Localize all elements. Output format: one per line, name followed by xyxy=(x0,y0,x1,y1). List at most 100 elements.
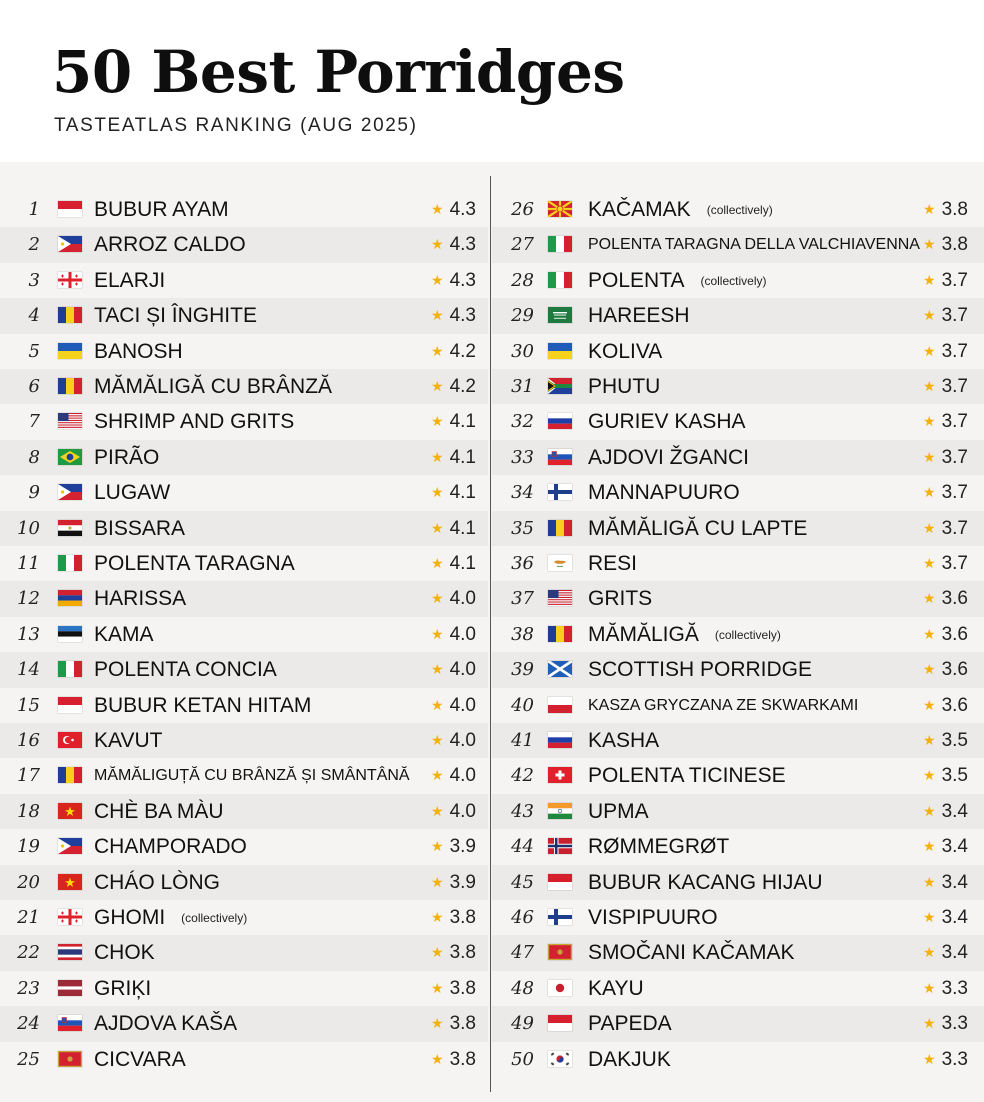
ranking-row: 34 MANNAPUURO ★ 3.7 xyxy=(492,475,984,511)
ranking-row: 46 VISPIPUURO ★ 3.4 xyxy=(492,900,984,936)
ranking-row: 7 SHRIMP AND GRITS ★ 4.1 xyxy=(0,404,488,440)
montenegro-flag-icon xyxy=(548,944,572,961)
rating: ★ 3.6 xyxy=(923,581,968,616)
romania-flag-icon xyxy=(58,378,82,394)
dish-name-text: ELARJI xyxy=(94,268,166,292)
dish-name-text: RESI xyxy=(588,552,638,575)
ranking-row: 47 SMOČANI KAČAMAK ★ 3.4 xyxy=(492,935,984,971)
rating-value: 3.8 xyxy=(941,199,968,220)
rank-number: 10 xyxy=(17,517,40,539)
rating-value: 4.0 xyxy=(449,765,476,787)
ranking-row: 9 LUGAW ★ 4.1 xyxy=(0,475,488,511)
star-icon: ★ xyxy=(431,802,444,819)
star-icon: ★ xyxy=(923,696,936,713)
rating-value: 3.7 xyxy=(941,305,968,327)
dish-name: GURIEV KASHA xyxy=(588,404,746,439)
rating-value: 3.4 xyxy=(941,907,968,928)
rating: ★ 4.0 xyxy=(431,617,476,652)
rating: ★ 4.1 xyxy=(431,546,476,581)
dish-name: BUBUR KACANG HIJAU xyxy=(588,865,823,900)
star-icon: ★ xyxy=(431,661,444,678)
rating: ★ 3.7 xyxy=(923,440,968,475)
star-icon: ★ xyxy=(431,767,444,784)
dish-name-text: BANOSH xyxy=(94,339,183,363)
dish-name: HAREESH xyxy=(588,298,690,333)
rating: ★ 3.5 xyxy=(923,758,968,793)
star-icon: ★ xyxy=(923,625,936,642)
slovenia-flag-icon xyxy=(548,448,572,465)
rank-number: 40 xyxy=(511,694,534,716)
rating: ★ 4.1 xyxy=(431,475,476,510)
dish-name: BANOSH xyxy=(94,334,183,369)
dish-name: BISSARA xyxy=(94,511,185,546)
rating: ★ 3.3 xyxy=(923,971,968,1006)
rank-number: 34 xyxy=(511,482,534,504)
rating: ★ 3.7 xyxy=(923,334,968,369)
estonia-flag-icon xyxy=(58,625,82,642)
norway-flag-icon xyxy=(548,838,572,855)
star-icon: ★ xyxy=(431,413,444,430)
star-icon: ★ xyxy=(431,873,444,890)
rating: ★ 3.9 xyxy=(431,865,476,900)
rating: ★ 3.4 xyxy=(923,794,968,829)
dish-name: KAČAMAK (collectively) xyxy=(588,192,773,227)
dish-name-text: KASZA GRYCZANA ZE SKWARKAMI xyxy=(588,696,859,714)
saudi-arabia-flag-icon xyxy=(548,307,572,324)
ranking-row: 11 POLENTA TARAGNA ★ 4.1 xyxy=(0,546,488,582)
ranking-row: 39 SCOTTISH PORRIDGE ★ 3.6 xyxy=(492,652,984,688)
ranking-row: 28 POLENTA (collectively) ★ 3.7 xyxy=(492,262,984,299)
ranking-row: 49 PAPEDA ★ 3.3 xyxy=(492,1006,984,1042)
dish-name-text: CHOK xyxy=(94,941,155,965)
ranking-row: 6 MĂMĂLIGĂ CU BRÂNZĂ ★ 4.2 xyxy=(0,369,488,405)
rating-value: 3.7 xyxy=(941,376,968,397)
rating-value: 3.7 xyxy=(941,269,968,291)
ranking-row: 41 KASHA ★ 3.5 xyxy=(492,723,984,759)
rating-value: 4.3 xyxy=(449,199,476,220)
ranking-row: 18 CHÈ BA MÀU ★ 4.0 xyxy=(0,793,488,830)
dish-name-text: GRIĶI xyxy=(94,976,152,1000)
ranking-row: 13 KAMA ★ 4.0 xyxy=(0,616,488,653)
indonesia-flag-icon xyxy=(548,1015,572,1032)
dish-name: MANNAPUURO xyxy=(588,475,740,510)
rating: ★ 3.7 xyxy=(923,546,968,581)
star-icon: ★ xyxy=(431,378,444,394)
rating: ★ 3.8 xyxy=(431,971,476,1006)
dish-note: (collectively) xyxy=(706,203,773,217)
dish-name: KOLIVA xyxy=(588,334,662,369)
dish-name-text: MĂMĂLIGĂ CU BRÂNZĂ xyxy=(94,375,333,398)
rating-value: 3.6 xyxy=(941,623,968,645)
star-icon: ★ xyxy=(923,236,936,253)
north-macedonia-flag-icon xyxy=(548,201,572,217)
rating: ★ 3.9 xyxy=(431,829,476,864)
rank-number: 37 xyxy=(511,588,534,610)
rank-number: 23 xyxy=(17,977,40,999)
rank-number: 3 xyxy=(28,269,40,291)
rank-number: 46 xyxy=(511,907,534,928)
ranking-row: 8 PIRÃO ★ 4.1 xyxy=(0,439,488,476)
ranking-row: 14 POLENTA CONCIA ★ 4.0 xyxy=(0,652,488,688)
rank-number: 1 xyxy=(28,199,40,220)
rank-number: 29 xyxy=(511,305,534,327)
dish-name-text: KAČAMAK xyxy=(588,198,691,221)
montenegro-flag-icon xyxy=(58,1050,82,1067)
dish-name: KASHA xyxy=(588,723,659,758)
georgia-flag-icon xyxy=(58,909,82,925)
ranking-row: 3 ELARJI ★ 4.3 xyxy=(0,262,488,299)
star-icon: ★ xyxy=(431,838,444,855)
rating: ★ 4.1 xyxy=(431,404,476,439)
dish-name-text: MĂMĂLIGĂ xyxy=(588,622,699,646)
dish-name: POLENTA (collectively) xyxy=(588,263,766,298)
ranking-row: 31 PHUTU ★ 3.7 xyxy=(492,369,984,405)
rating-value: 4.0 xyxy=(449,800,476,822)
dish-name-text: KOLIVA xyxy=(588,339,663,363)
rank-number: 21 xyxy=(17,907,40,928)
rank-number: 43 xyxy=(511,800,534,822)
star-icon: ★ xyxy=(923,732,936,748)
dish-name: CHÈ BA MÀU xyxy=(94,794,224,829)
ukraine-flag-icon xyxy=(58,342,82,359)
star-icon: ★ xyxy=(923,1050,936,1067)
dish-name-text: MĂMĂLIGĂ CU LAPTE xyxy=(588,516,808,540)
dish-name-text: AJDOVA KAŠA xyxy=(94,1012,238,1036)
rank-number: 14 xyxy=(17,659,40,681)
rating: ★ 3.7 xyxy=(923,369,968,404)
